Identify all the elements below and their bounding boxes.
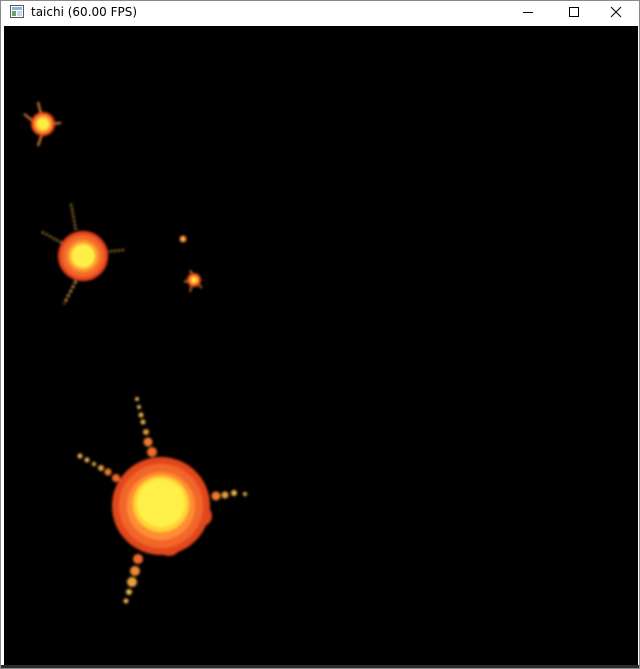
minimize-button[interactable] [505,1,551,23]
maximize-icon [569,7,579,17]
particle-cluster-medium [41,203,125,305]
window-bottom-edge [1,665,639,668]
window-title: taichi (60.00 FPS) [31,5,138,19]
particle-scene [23,101,247,604]
close-button[interactable] [593,1,639,23]
maximize-button[interactable] [551,1,597,23]
minimize-icon [523,12,533,13]
particle-cluster-large [77,397,247,604]
title-bar[interactable]: taichi (60.00 FPS) [1,1,639,25]
close-icon [610,6,622,18]
simulation-canvas[interactable] [4,26,638,665]
taichi-window-icon [10,5,24,18]
particle-cluster-small-1 [23,101,62,147]
particle-cluster-tiny [179,235,203,293]
